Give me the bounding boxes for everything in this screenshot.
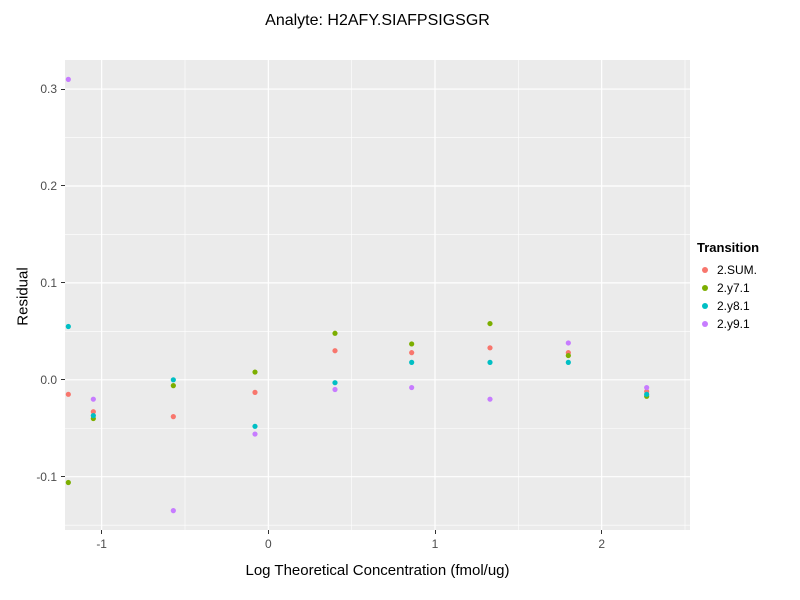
legend-label: 2.y7.1 xyxy=(717,281,750,295)
x-tick-label: -1 xyxy=(96,537,107,551)
legend-dot-icon xyxy=(702,303,708,309)
y-tick-mark xyxy=(61,88,65,90)
y-tick-mark xyxy=(61,282,65,284)
data-point-2.y7.1 xyxy=(332,330,338,336)
data-point-2.y9.1 xyxy=(90,396,96,402)
legend-key xyxy=(697,298,713,314)
data-point-2.SUM. xyxy=(90,409,96,415)
data-point-2.y9.1 xyxy=(252,431,258,437)
x-tick-mark xyxy=(601,530,603,534)
legend-key xyxy=(697,280,713,296)
x-tick-label: 1 xyxy=(431,537,439,551)
legend-item-2.y8.1: 2.y8.1 xyxy=(697,297,797,315)
data-point-2.y8.1 xyxy=(90,413,96,419)
data-point-2.y9.1 xyxy=(170,508,176,514)
data-point-2.SUM. xyxy=(487,345,493,351)
data-point-2.SUM. xyxy=(332,348,338,354)
legend-title: Transition xyxy=(697,240,760,255)
data-point-2.y8.1 xyxy=(565,359,571,365)
data-point-2.y9.1 xyxy=(644,384,650,391)
data-point-2.y7.1 xyxy=(409,341,415,347)
data-point-2.y8.1 xyxy=(487,359,493,365)
legend-item-2.y9.1: 2.y9.1 xyxy=(697,315,797,333)
y-axis-label: Residual xyxy=(14,267,32,326)
legend-dot-icon xyxy=(702,285,708,291)
data-point-2.y8.1 xyxy=(409,359,415,365)
legend-item-2.y7.1: 2.y7.1 xyxy=(697,279,797,297)
legend-label: 2.y8.1 xyxy=(717,299,750,313)
y-tick-label: 0.0 xyxy=(40,372,57,387)
x-tick-mark xyxy=(101,530,103,534)
legend-dot-icon xyxy=(702,267,708,273)
y-tick-label: 0.2 xyxy=(40,178,57,193)
data-point-2.y9.1 xyxy=(487,396,493,402)
data-point-2.SUM. xyxy=(65,391,71,397)
legend-key xyxy=(697,316,713,332)
data-point-2.y9.1 xyxy=(409,384,415,391)
data-point-2.y8.1 xyxy=(644,391,650,397)
legend: Transition 2.SUM. 2.y7.1 2.y8.1 2.y9.1 xyxy=(697,240,797,333)
x-tick-label: 2 xyxy=(598,537,605,551)
data-point-2.y7.1 xyxy=(170,383,176,389)
data-point-2.SUM. xyxy=(409,350,415,356)
y-tick-label: 0.1 xyxy=(40,275,57,290)
y-tick-mark xyxy=(61,185,65,187)
legend-key xyxy=(697,262,713,278)
y-tick-mark xyxy=(61,476,65,478)
y-tick-label: -0.1 xyxy=(36,469,57,484)
data-point-2.SUM. xyxy=(252,389,258,395)
data-point-2.y7.1 xyxy=(565,352,571,359)
data-point-2.y8.1 xyxy=(170,377,176,383)
data-point-2.y9.1 xyxy=(565,340,571,346)
legend-label: 2.SUM. xyxy=(717,263,758,277)
data-point-2.y8.1 xyxy=(332,380,338,386)
data-point-2.SUM. xyxy=(170,414,176,420)
data-point-2.y9.1 xyxy=(65,76,71,82)
data-point-2.y9.1 xyxy=(332,386,338,393)
x-tick-mark xyxy=(434,530,436,534)
data-point-2.y7.1 xyxy=(65,479,71,486)
data-point-2.y7.1 xyxy=(252,369,258,375)
legend-dot-icon xyxy=(702,321,708,327)
chart-title: Analyte: H2AFY.SIAFPSIGSGR xyxy=(265,12,490,29)
plot-panel xyxy=(65,60,690,530)
x-axis-label: Log Theoretical Concentration (fmol/ug) xyxy=(245,562,510,579)
x-tick-label: 0 xyxy=(264,537,272,551)
data-point-2.y8.1 xyxy=(252,423,258,429)
x-tick-mark xyxy=(267,530,269,534)
data-point-2.y8.1 xyxy=(65,323,71,330)
panel-background xyxy=(65,60,690,530)
legend-item-2.SUM.: 2.SUM. xyxy=(697,261,797,279)
y-tick-mark xyxy=(61,379,65,381)
data-point-2.y7.1 xyxy=(487,320,493,327)
y-tick-label: 0.3 xyxy=(40,82,57,97)
legend-label: 2.y9.1 xyxy=(717,317,750,331)
